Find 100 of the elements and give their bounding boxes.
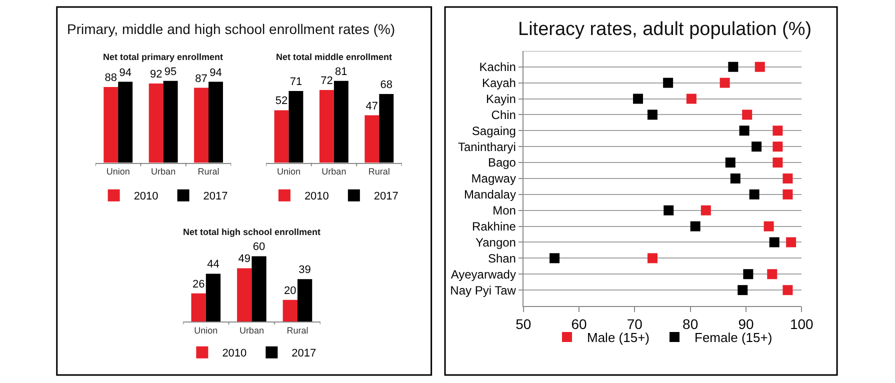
point [700,205,711,216]
bar [194,88,209,163]
data-label: 60 [252,241,266,254]
point [664,205,674,216]
x-tick-label: Urban [322,166,346,177]
legend-label: 2010 [134,190,158,203]
point [720,78,730,88]
chart-title: Primary, middle and high school enrollment rates (%) [67,21,396,37]
x-tick-label: 60 [571,316,588,332]
x-tick-label: Urban [151,166,176,177]
y-tick-label: Kachin [479,60,516,74]
point [633,94,644,104]
data-label: 20 [284,284,296,297]
data-label: 95 [164,66,177,78]
data-label: 47 [366,100,378,112]
y-tick-label: Nay Pyi Taw [450,283,516,298]
bar [208,82,223,163]
x-tick-label: Rural [286,326,308,336]
data-label: 26 [192,278,205,290]
point [742,110,752,120]
x-tick-label: Rural [368,166,390,177]
point [743,269,754,280]
data-label: 94 [119,66,132,79]
bar [148,83,164,163]
point [772,126,783,136]
legend-label: 2010 [304,190,329,203]
x-tick-label: Union [276,166,300,177]
bar [297,279,312,322]
point [647,253,658,264]
legend-label: Female (15+) [694,330,772,346]
chart-title: Literacy rates, adult population (%) [518,19,812,40]
x-tick-label: 70 [626,316,643,332]
bar [334,80,348,163]
y-tick-label: Mandalay [464,188,516,202]
point [739,126,750,136]
x-tick-label: Union [194,326,218,336]
data-label: 72 [320,75,333,88]
bar [379,94,394,163]
data-label: 94 [210,66,222,79]
data-label: 49 [238,253,250,266]
point [690,221,700,232]
point [663,78,674,88]
bar [274,110,289,163]
point [772,158,783,168]
bar [364,115,380,163]
bar [206,274,221,322]
point [738,285,748,296]
data-label: 71 [290,76,302,88]
point [749,189,760,200]
point [752,142,762,152]
legend-label: 2010 [222,348,247,360]
bar [252,256,266,322]
legend-label: 2017 [374,190,398,203]
x-tick-label: Rural [198,166,220,177]
bar [288,91,304,163]
legend-label: 2017 [203,190,228,203]
data-label: 87 [195,72,208,85]
point [782,285,793,296]
y-tick-label: Sagaing [472,124,516,138]
y-tick-label: Mon [492,204,516,218]
legend-label: 2017 [292,348,316,360]
point [725,158,736,168]
point [728,62,738,72]
x-tick-label: 100 [790,316,814,332]
y-tick-label: Ayeyarwady [450,267,516,282]
data-label: 92 [150,68,162,80]
legend-label: Male (15+) [587,330,650,346]
point [764,221,774,232]
point [772,142,783,152]
data-label: 81 [335,66,348,78]
bar [319,90,334,163]
point [782,173,793,184]
chart-subtitle: Net total high school enrollment [183,227,321,237]
point [767,269,778,280]
y-tick-label: Magway [471,172,516,186]
data-label: 88 [104,72,117,84]
bar [104,86,118,163]
point [769,237,780,248]
x-tick-label: 50 [516,316,532,332]
x-tick-label: Urban [239,326,264,336]
data-label: 68 [380,79,393,92]
y-tick-label: Kayin [486,92,516,106]
x-tick-label: 80 [682,316,698,332]
data-label: 44 [207,258,220,271]
chart-subtitle: Net total primary enrollment [103,52,224,62]
point [754,62,765,72]
x-tick-label: Union [106,166,130,177]
point [730,173,740,184]
bar [282,300,298,322]
y-tick-label: Rakhine [472,220,516,234]
chart-subtitle: Net total middle enrollment [276,52,392,62]
y-tick-label: Chin [491,108,516,122]
point [782,189,793,200]
point [550,253,560,264]
y-tick-label: Shan [488,251,516,266]
point [647,110,658,120]
point [686,94,696,104]
y-tick-label: Yangon [475,235,516,250]
point [786,237,796,248]
bar [237,268,252,322]
